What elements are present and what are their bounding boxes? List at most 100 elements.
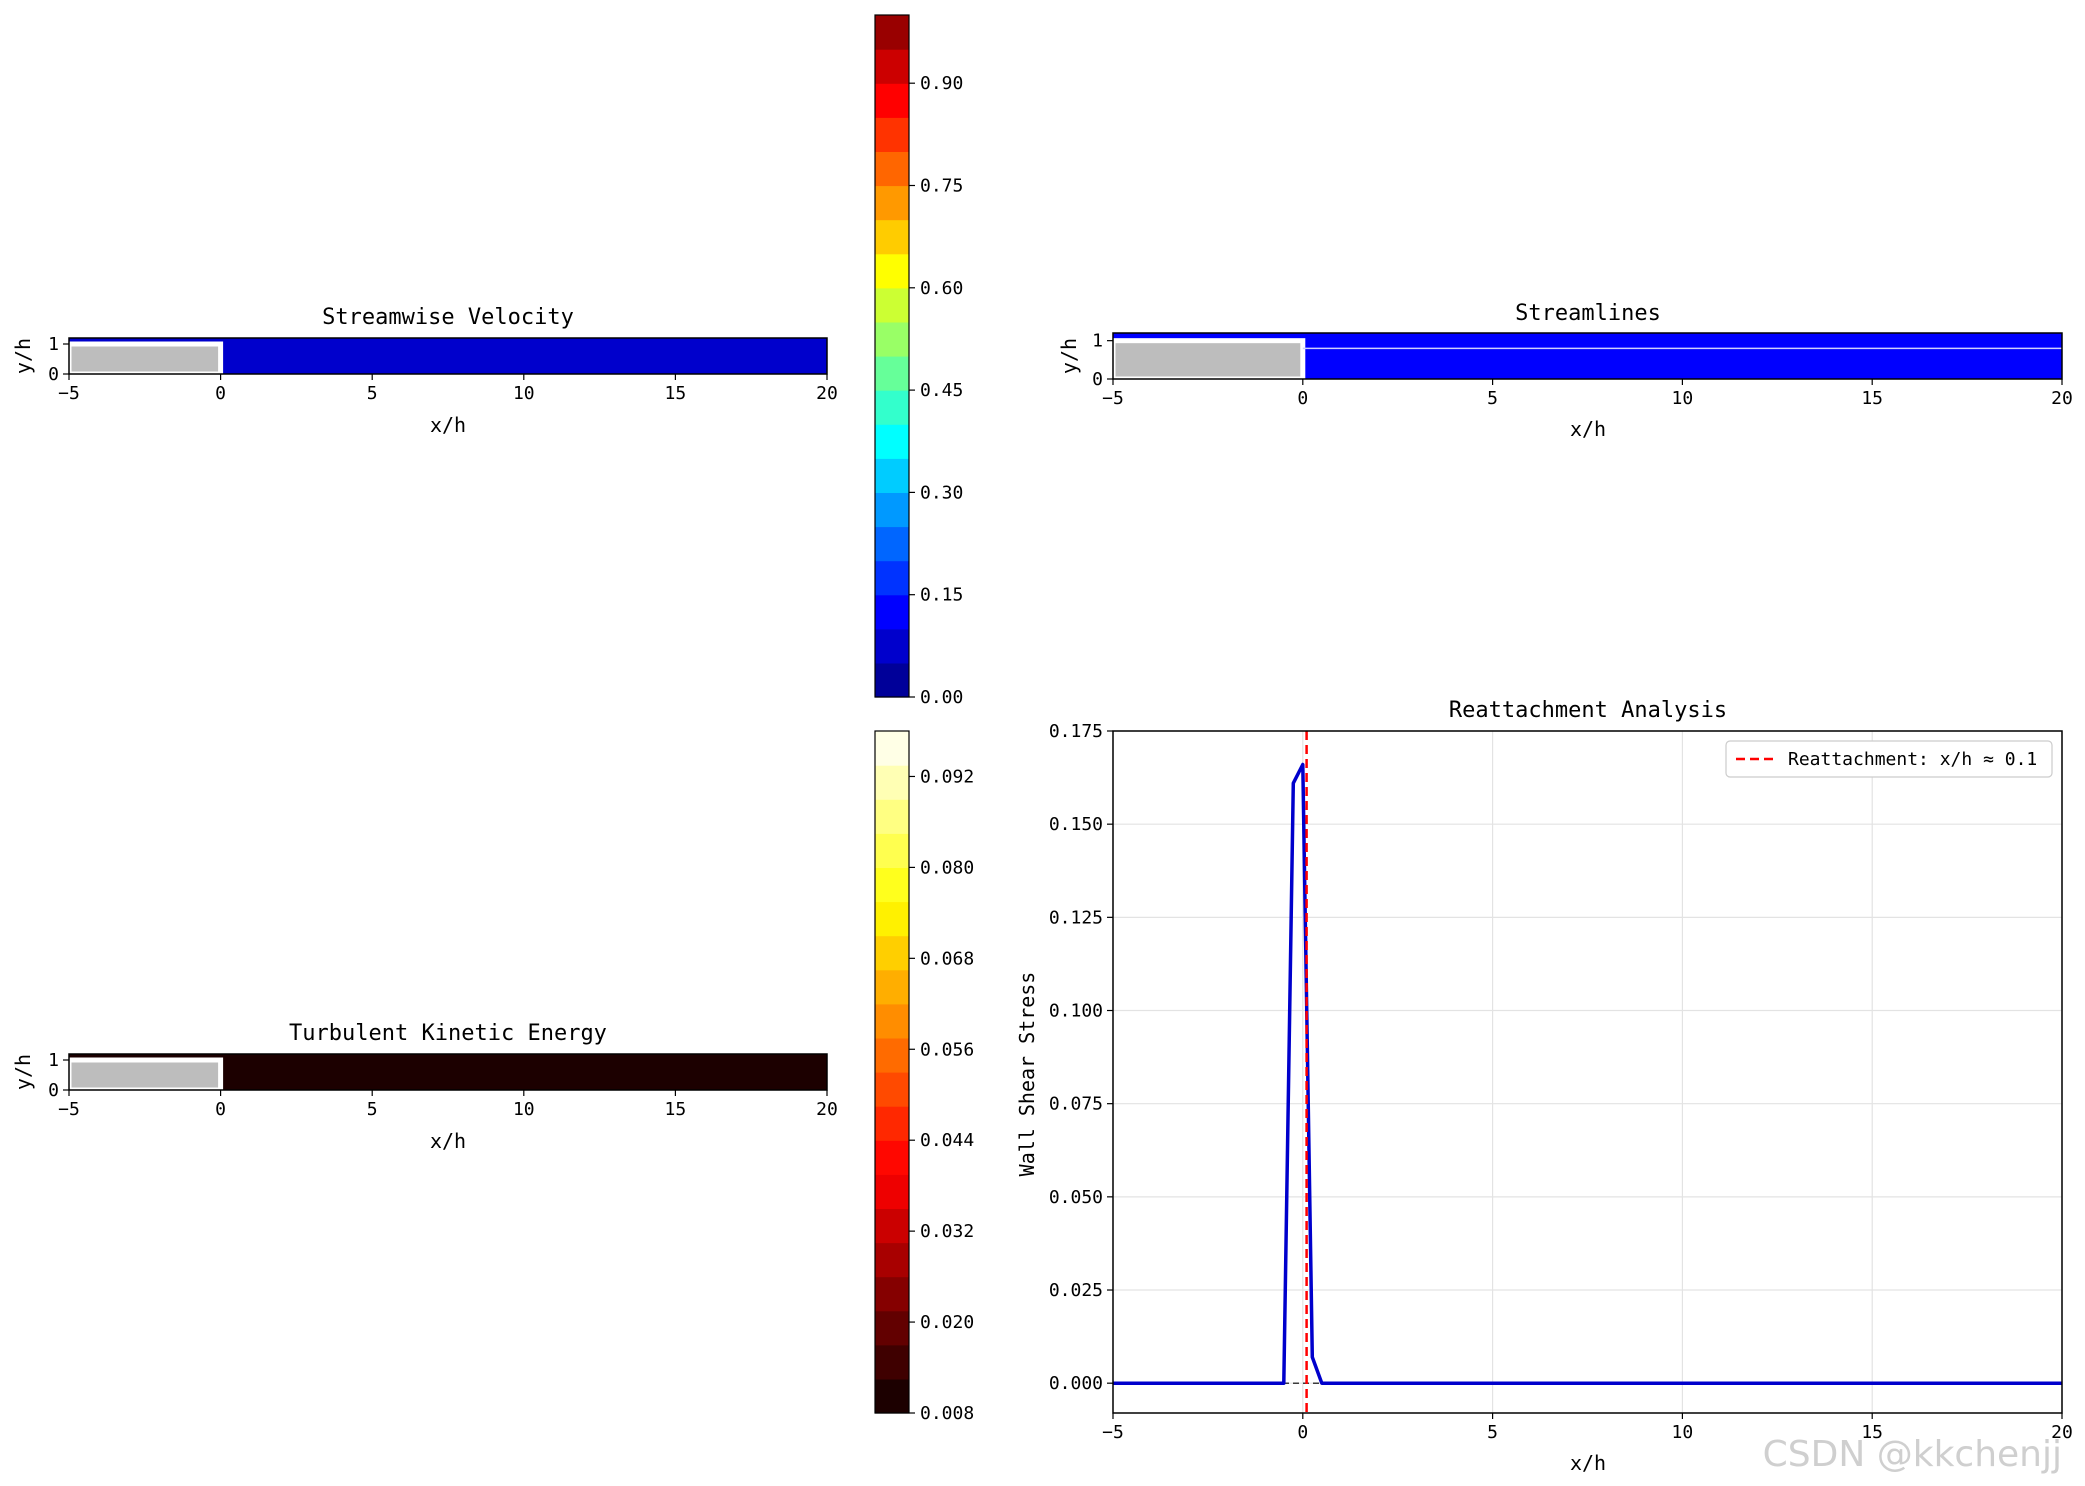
plot-frame [1112, 332, 2063, 380]
legend-box [1725, 740, 2053, 778]
colorbar-level [875, 253, 909, 289]
x-tick-label: −5 [1102, 1422, 1124, 1443]
y-tick-label: 0 [1092, 369, 1103, 390]
y-tick-label: 1 [1092, 331, 1103, 352]
panel-title: Streamlines [1515, 301, 1661, 326]
x-tick-label: 10 [1672, 388, 1694, 409]
x-tick-label: 5 [1487, 1422, 1498, 1443]
colorbar-level [875, 287, 909, 323]
colorbar-level [875, 935, 909, 971]
colorbar-level [875, 219, 909, 255]
colorbar-level [875, 628, 909, 664]
colorbar-tick-label: 0.056 [920, 1039, 974, 1060]
step-geometry [66, 341, 224, 377]
colorbar-tick-label: 0.068 [920, 948, 974, 969]
reattachment-analysis-panel: Reattachment Analysis x/h Wall Shear Str… [1015, 698, 2073, 1475]
colorbar-level [875, 526, 909, 562]
colorbar-level [875, 390, 909, 425]
colorbar-level [875, 458, 909, 493]
colorbar-level [875, 424, 909, 459]
y-tick-label: 0.025 [1049, 1280, 1103, 1301]
x-tick-label: 0 [1297, 1422, 1308, 1443]
colorbar-level [875, 1276, 909, 1312]
plot-frame [68, 337, 828, 375]
panel-title: Streamwise Velocity [322, 305, 574, 330]
y-tick-label: 1 [48, 1050, 59, 1071]
x-tick-label: 5 [367, 1099, 378, 1120]
colorbar-level [875, 1140, 909, 1175]
colorbar-frame [874, 730, 910, 1414]
colorbar-tick-label: 0.00 [920, 687, 963, 708]
x-axis-label: x/h [1570, 1451, 1606, 1475]
colorbar-level [875, 83, 909, 118]
colorbar-tick-label: 0.008 [920, 1403, 974, 1424]
y-axis-label: y/h [11, 338, 35, 374]
colorbar-level [875, 662, 909, 698]
turbulent-kinetic-energy-panel: Turbulent Kinetic Energy x/h y/h −5 0 5 10 1… [11, 1021, 838, 1153]
colorbar-tick-label: 0.75 [920, 176, 963, 197]
colorbar-level [875, 799, 909, 834]
y-tick-label: 0 [48, 364, 59, 385]
colorbar-tick-label: 0.080 [920, 857, 974, 878]
colorbar-level [875, 765, 909, 800]
x-tick-label: −5 [58, 1099, 80, 1120]
y-tick-label: 0.175 [1049, 721, 1103, 742]
velocity-colorbar: 0.00 0.15 0.30 0.45 0.60 0.75 0.90 [874, 14, 963, 708]
colorbar-level [875, 731, 909, 766]
colorbar-level [875, 1242, 909, 1278]
colorbar-level [875, 1208, 909, 1244]
y-axis-label: y/h [11, 1054, 35, 1090]
x-tick-label: 15 [665, 383, 687, 404]
x-tick-label: 15 [1861, 388, 1883, 409]
wall-shear-stress-line [1113, 762, 2062, 1385]
colorbar-level [875, 901, 909, 937]
x-tick-label: 10 [513, 1099, 535, 1120]
plot-frame [68, 1053, 828, 1091]
step-geometry [1110, 338, 1306, 382]
colorbar-level [875, 492, 909, 528]
colorbar-level [875, 151, 909, 187]
x-tick-label: 0 [215, 383, 226, 404]
colorbar-level [875, 1378, 909, 1414]
y-tick-label: 0 [48, 1080, 59, 1101]
colorbar-level [875, 560, 909, 596]
x-tick-label: 0 [215, 1099, 226, 1120]
legend: Reattachment: x/h ≈ 0.1 [1725, 740, 2053, 778]
colorbar-level [875, 1344, 909, 1380]
colorbar-level [875, 969, 909, 1005]
x-tick-label: 10 [513, 383, 535, 404]
x-tick-label: 5 [367, 383, 378, 404]
x-axis-label: x/h [1570, 417, 1606, 441]
colorbar-level [875, 867, 909, 903]
colorbar-tick-label: 0.032 [920, 1221, 974, 1242]
colorbar-level [875, 594, 909, 630]
colorbar-level [875, 321, 909, 357]
y-tick-label: 0.150 [1049, 814, 1103, 835]
x-tick-label: 0 [1297, 388, 1308, 409]
colorbar-tick-label: 0.15 [920, 585, 963, 606]
colorbar-level [875, 15, 909, 50]
colorbar-level [875, 1072, 909, 1107]
colorbar-level [875, 356, 909, 391]
x-tick-label: 5 [1487, 388, 1498, 409]
x-tick-label: 20 [2051, 388, 2073, 409]
colorbar-level [875, 1106, 909, 1141]
colorbar-tick-label: 0.30 [920, 482, 963, 503]
colorbar-tick-label: 0.020 [920, 1312, 974, 1333]
legend-label: Reattachment: x/h ≈ 0.1 [1788, 749, 2037, 770]
colorbar-level [875, 833, 909, 868]
plot-frame [1112, 730, 2063, 1414]
panel-title: Turbulent Kinetic Energy [289, 1021, 607, 1046]
x-tick-label: 10 [1672, 1422, 1694, 1443]
x-tick-label: −5 [58, 383, 80, 404]
x-tick-label: 15 [665, 1099, 687, 1120]
x-tick-label: 20 [816, 383, 838, 404]
watermark: CSDN @kkchenjj [1763, 1434, 2062, 1475]
x-tick-label: −5 [1102, 388, 1124, 409]
x-axis-label: x/h [430, 413, 466, 437]
colorbar-tick-label: 0.90 [920, 73, 963, 94]
step-geometry [66, 1057, 224, 1093]
